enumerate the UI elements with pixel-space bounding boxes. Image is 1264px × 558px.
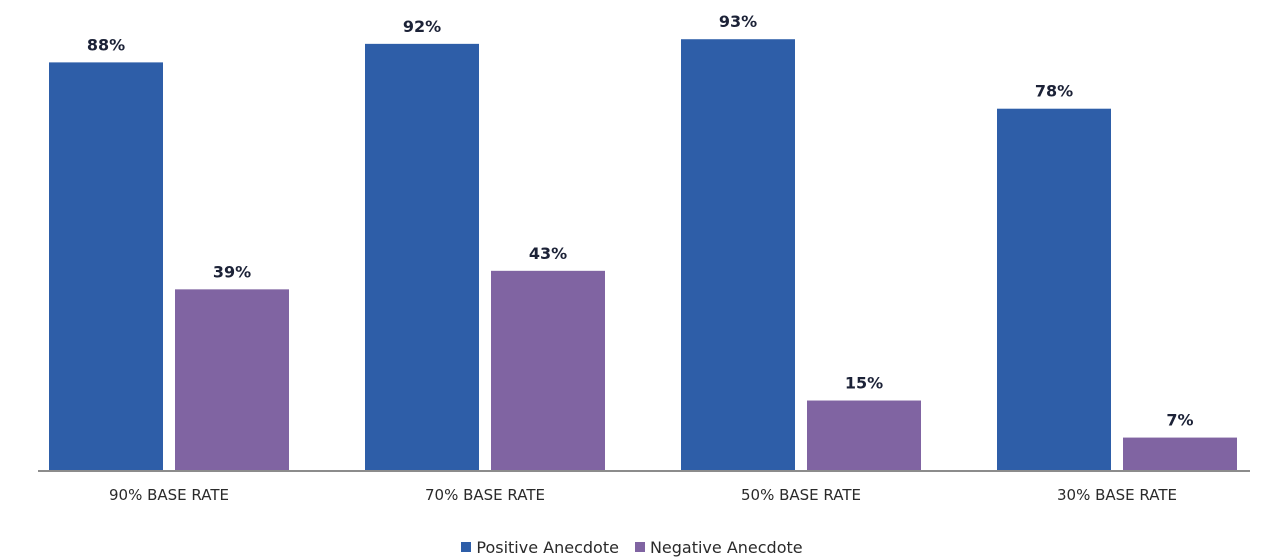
- value-label-negative-anecdote-50-base-rate: 15%: [845, 374, 883, 393]
- value-label-positive-anecdote-30-base-rate: 78%: [1035, 82, 1073, 101]
- value-label-negative-anecdote-30-base-rate: 7%: [1166, 411, 1193, 430]
- bar-positive-anecdote-50-base-rate: [681, 39, 795, 470]
- value-labels-layer: 88% 39% 92% 43% 93% 15% 78% 7%: [87, 12, 1194, 429]
- value-label-positive-anecdote-70-base-rate: 92%: [403, 17, 441, 36]
- bar-positive-anecdote-90-base-rate: [49, 62, 163, 470]
- bar-positive-anecdote-30-base-rate: [997, 108, 1111, 470]
- legend-swatch-negative: [634, 542, 645, 552]
- legend-swatch-positive: [461, 542, 472, 552]
- category-label-30-base-rate: 30% BASE RATE: [1057, 486, 1177, 504]
- legend-item-negative: Negative Anecdote: [634, 537, 803, 557]
- bar-positive-anecdote-70-base-rate: [365, 43, 479, 471]
- bar-negative-anecdote-30-base-rate: [1123, 437, 1237, 470]
- value-label-positive-anecdote-50-base-rate: 93%: [719, 12, 757, 31]
- value-label-negative-anecdote-90-base-rate: 39%: [213, 262, 251, 281]
- value-label-positive-anecdote-90-base-rate: 88%: [87, 35, 125, 54]
- category-labels-layer: 90% BASE RATE 70% BASE RATE 50% BASE RATE 3…: [109, 486, 1177, 504]
- category-label-90-base-rate: 90% BASE RATE: [109, 486, 229, 504]
- category-label-50-base-rate: 50% BASE RATE: [741, 486, 861, 504]
- legend-label-negative: Negative Anecdote: [649, 537, 803, 557]
- legend-item-positive: Positive Anecdote: [461, 538, 619, 557]
- bar-negative-anecdote-50-base-rate: [807, 400, 921, 470]
- legend-label-positive: Positive Anecdote: [476, 537, 619, 557]
- value-label-negative-anecdote-70-base-rate: 43%: [529, 244, 567, 263]
- bar-negative-anecdote-70-base-rate: [491, 270, 605, 470]
- category-label-70-base-rate: 70% BASE RATE: [425, 486, 545, 504]
- bar-negative-anecdote-90-base-rate: [175, 289, 289, 470]
- bars-layer: [49, 39, 1237, 471]
- legend: Positive Anecdote Negative Anecdote: [0, 537, 1264, 557]
